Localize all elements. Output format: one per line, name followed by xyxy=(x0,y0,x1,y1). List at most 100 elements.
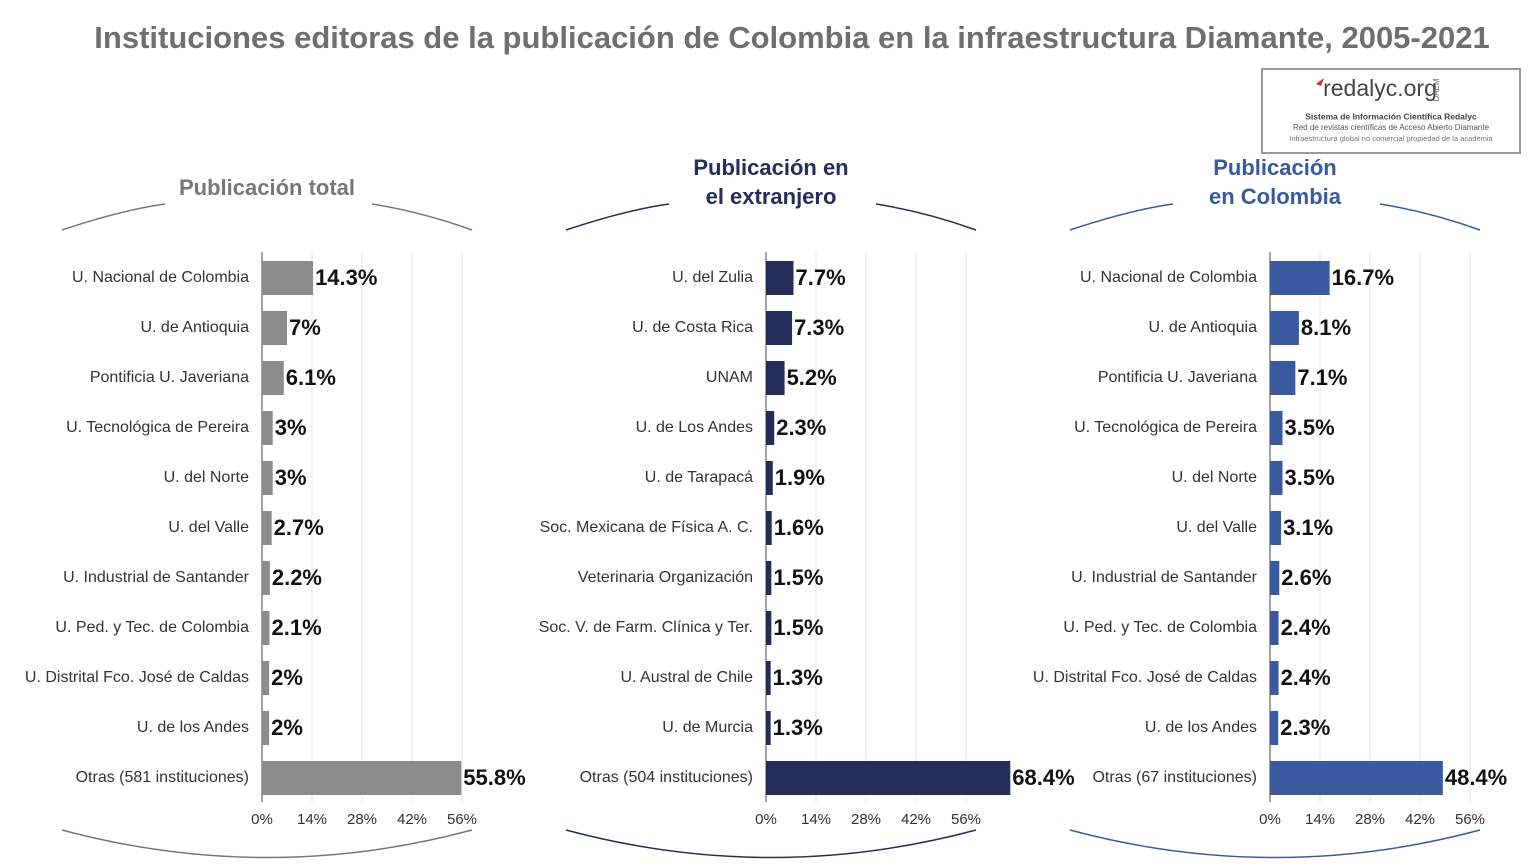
x-tick-label: 0% xyxy=(251,811,273,828)
value-label: 1.5% xyxy=(773,565,823,590)
bar xyxy=(766,561,772,595)
bar xyxy=(262,311,287,345)
y-tick-label: U. del Valle xyxy=(168,519,249,536)
chart-title: Publicación en xyxy=(693,155,848,180)
value-label: 7.1% xyxy=(1297,365,1347,390)
y-tick-label: U. de Tarapacá xyxy=(645,469,753,486)
y-tick-label: U. Austral de Chile xyxy=(620,669,753,686)
x-tick-label: 14% xyxy=(1305,811,1335,828)
y-tick-label: U. Tecnológica de Pereira xyxy=(1074,419,1257,436)
logo-icon xyxy=(1316,78,1324,86)
x-tick-label: 14% xyxy=(801,811,831,828)
value-label: 7.3% xyxy=(794,315,844,340)
decor-arc xyxy=(565,203,670,231)
value-label: 3.5% xyxy=(1285,465,1335,490)
chart-title: Publicación total xyxy=(179,175,355,200)
y-tick-label: U. Distrital Fco. José de Caldas xyxy=(1033,669,1257,686)
y-tick-label: Pontificia U. Javeriana xyxy=(1098,369,1257,386)
value-label: 1.6% xyxy=(774,515,824,540)
page-title: Instituciones editoras de la publicación… xyxy=(94,20,1489,55)
bar xyxy=(1270,311,1299,345)
bar xyxy=(262,511,272,545)
x-tick-label: 28% xyxy=(1355,811,1385,828)
value-label: 1.9% xyxy=(775,465,825,490)
bar xyxy=(262,361,284,395)
y-tick-label: Otras (504 instituciones) xyxy=(580,769,753,786)
decor-arc xyxy=(1069,203,1174,231)
bar xyxy=(262,761,462,795)
y-tick-label: Otras (67 instituciones) xyxy=(1092,769,1257,786)
value-label: 3.1% xyxy=(1283,515,1333,540)
bar xyxy=(262,461,273,495)
value-label: 2% xyxy=(271,715,303,740)
decor-arc xyxy=(1379,203,1481,231)
logo-line: Red de revistas científicas de Acceso Ab… xyxy=(1293,123,1490,132)
bar xyxy=(1270,361,1296,395)
logo-name: redalyc.org xyxy=(1323,75,1437,101)
y-tick-label: U. de Antioquia xyxy=(1148,319,1257,336)
bar xyxy=(1270,611,1279,645)
y-tick-label: U. de Costa Rica xyxy=(632,319,753,336)
x-tick-label: 0% xyxy=(1259,811,1281,828)
value-label: 2.7% xyxy=(274,515,324,540)
y-tick-label: UNAM xyxy=(706,369,753,386)
y-tick-label: U. del Valle xyxy=(1176,519,1257,536)
decor-arc xyxy=(565,829,977,859)
bar xyxy=(766,761,1011,795)
bar xyxy=(766,361,785,395)
y-tick-label: Pontificia U. Javeriana xyxy=(90,369,249,386)
y-tick-label: U. de los Andes xyxy=(137,719,249,736)
value-label: 3% xyxy=(275,415,307,440)
value-label: 8.1% xyxy=(1301,315,1351,340)
bar xyxy=(766,611,772,645)
y-tick-label: U. Nacional de Colombia xyxy=(72,269,249,286)
bar xyxy=(1270,561,1280,595)
value-label: 16.7% xyxy=(1332,265,1394,290)
value-label: 2% xyxy=(271,665,303,690)
bar xyxy=(262,661,270,695)
chart-title: Publicación xyxy=(1213,155,1336,180)
x-tick-label: 42% xyxy=(901,811,931,828)
value-label: 7.7% xyxy=(796,265,846,290)
logo-line: Sistema de Información Científica Redaly… xyxy=(1305,111,1477,121)
bar xyxy=(1270,411,1283,445)
bar xyxy=(1270,461,1283,495)
value-label: 7% xyxy=(289,315,321,340)
bar xyxy=(766,461,773,495)
y-tick-label: U. Ped. y Tec. de Colombia xyxy=(1063,619,1257,636)
bar xyxy=(1270,261,1330,295)
decor-arc xyxy=(61,829,473,859)
value-label: 3% xyxy=(275,465,307,490)
value-label: 5.2% xyxy=(787,365,837,390)
decor-arc xyxy=(875,203,977,231)
value-label: 2.4% xyxy=(1281,665,1331,690)
value-label: 14.3% xyxy=(315,265,377,290)
y-tick-label: U. de Murcia xyxy=(662,719,753,736)
logo-side: UAEM xyxy=(1432,78,1441,101)
bar xyxy=(262,261,314,295)
y-tick-label: Veterinaria Organización xyxy=(578,569,753,586)
bar xyxy=(262,711,270,745)
y-tick-label: U. Distrital Fco. José de Caldas xyxy=(25,669,249,686)
bar xyxy=(1270,711,1279,745)
bar xyxy=(766,261,794,295)
x-tick-label: 42% xyxy=(397,811,427,828)
x-tick-label: 42% xyxy=(1405,811,1435,828)
value-label: 6.1% xyxy=(286,365,336,390)
chart-title: el extranjero xyxy=(706,184,837,209)
value-label: 68.4% xyxy=(1012,765,1074,790)
value-label: 1.3% xyxy=(773,715,823,740)
value-label: 2.1% xyxy=(272,615,322,640)
bar xyxy=(766,661,771,695)
bar xyxy=(766,411,775,445)
decor-arc xyxy=(1069,829,1481,859)
value-label: 2.3% xyxy=(776,415,826,440)
value-label: 2.2% xyxy=(272,565,322,590)
y-tick-label: U. del Norte xyxy=(164,469,249,486)
bar xyxy=(262,561,270,595)
y-tick-label: Otras (581 instituciones) xyxy=(76,769,249,786)
value-label: 3.5% xyxy=(1285,415,1335,440)
y-tick-label: U. de Los Andes xyxy=(636,419,753,436)
value-label: 2.4% xyxy=(1281,615,1331,640)
